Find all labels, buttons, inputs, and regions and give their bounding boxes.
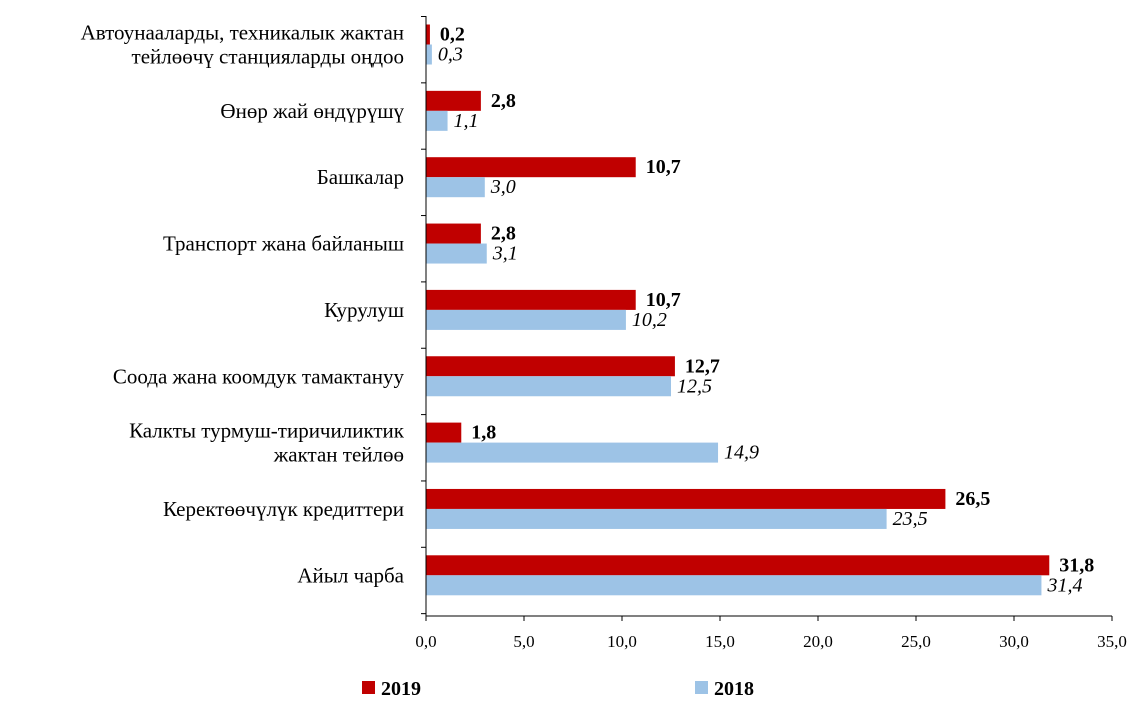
category-label: тейлөөчү станцияларды оңдоо	[132, 45, 404, 69]
data-label-2019: 26,5	[955, 488, 990, 510]
x-tick-label: 15,0	[705, 632, 735, 651]
category-label: Соода жана коомдук тамактануу	[113, 364, 405, 388]
data-label-2018: 14,9	[724, 442, 759, 464]
data-label-2018: 3,1	[492, 243, 518, 265]
x-tick-label: 0,0	[415, 632, 436, 651]
data-label-2018: 12,5	[677, 375, 712, 397]
bar-2019	[426, 422, 462, 443]
bar-2018	[426, 243, 487, 264]
data-label-2018: 1,1	[454, 110, 479, 132]
data-label-2019: 1,8	[471, 422, 496, 444]
x-tick-label: 5,0	[513, 632, 534, 651]
bar-2018	[426, 442, 719, 463]
legend-label-2018: 2018	[714, 678, 754, 700]
bar-2019	[426, 157, 636, 178]
data-label-2019: 31,8	[1059, 554, 1094, 576]
bar-2019	[426, 555, 1050, 576]
category-label: Калкты турмуш-тиричиликтик	[129, 419, 405, 443]
bar-2018	[426, 309, 626, 330]
bar-2019	[426, 90, 481, 111]
category-label: Курулуш	[324, 298, 404, 322]
data-label-2019: 2,8	[491, 90, 516, 112]
data-label-2018: 31,4	[1046, 574, 1082, 596]
bar-2018	[426, 508, 887, 529]
legend-swatch-2018	[695, 681, 708, 694]
x-tick-label: 35,0	[1097, 632, 1127, 651]
bar-2018	[426, 376, 671, 397]
data-label-2019: 2,8	[491, 223, 516, 245]
data-label-2019: 12,7	[685, 355, 720, 377]
bar-2018	[426, 177, 485, 198]
category-label: Транспорт жана байланыш	[163, 232, 404, 256]
data-label-2019: 10,7	[646, 156, 681, 178]
data-label-2019: 10,7	[646, 289, 681, 311]
bar-2019	[426, 223, 481, 244]
bar-2019	[426, 488, 946, 509]
category-label: Керектөөчүлүк кредиттери	[163, 497, 404, 521]
category-label: Башкалар	[317, 165, 404, 189]
x-tick-label: 30,0	[999, 632, 1029, 651]
legend-swatch-2019	[362, 681, 375, 694]
x-tick-label: 25,0	[901, 632, 931, 651]
category-label: Өнөр жай өндүрүшү	[220, 99, 404, 123]
bar-2019	[426, 289, 636, 310]
data-label-2018: 10,2	[632, 309, 667, 331]
bar-2019	[426, 24, 430, 45]
category-label: Айыл чарба	[297, 563, 404, 587]
bar-2019	[426, 356, 675, 377]
data-label-2018: 23,5	[893, 508, 928, 530]
data-label-2019: 0,2	[440, 24, 465, 46]
x-tick-label: 10,0	[607, 632, 637, 651]
x-tick-label: 20,0	[803, 632, 833, 651]
bar-2018	[426, 44, 432, 65]
bar-2018	[426, 110, 448, 131]
legend-label-2019: 2019	[381, 678, 421, 700]
category-label: жактан тейлөө	[273, 443, 404, 467]
data-label-2018: 3,0	[490, 176, 516, 198]
data-label-2018: 0,3	[438, 44, 463, 66]
category-label: Автоунааларды, техникалык жактан	[81, 21, 404, 45]
bar-2018	[426, 575, 1042, 596]
